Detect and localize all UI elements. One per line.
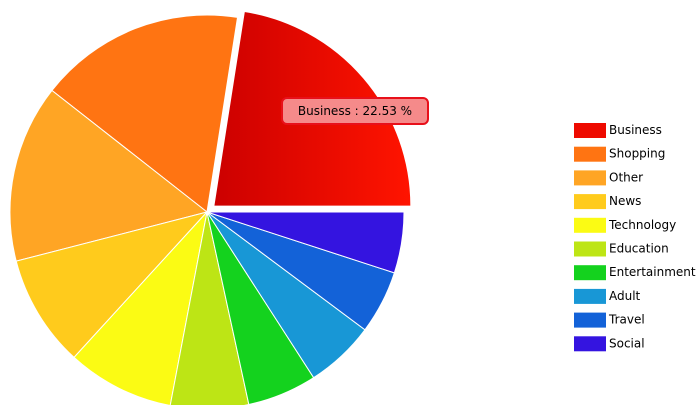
legend-swatch	[574, 217, 606, 233]
pie-slice	[15, 211, 209, 359]
legend-swatch	[574, 146, 606, 162]
pie-slice	[9, 89, 209, 262]
legend-label: Social	[609, 336, 645, 350]
legend-swatch	[574, 312, 606, 328]
legend-label: Business	[609, 123, 662, 137]
tooltip: Business : 22.53 %	[281, 97, 429, 125]
legend-label: News	[609, 194, 641, 208]
legend-swatch	[574, 170, 606, 186]
legend-swatch	[574, 241, 606, 257]
pie-slice	[206, 211, 405, 274]
legend-label: Shopping	[609, 147, 665, 161]
legend-swatch	[574, 336, 606, 352]
legend-swatch	[574, 123, 606, 138]
legend-label: Other	[609, 170, 643, 184]
legend-swatch	[574, 194, 606, 210]
pie-slice	[51, 14, 239, 213]
legend-label: Education	[609, 242, 669, 256]
legend-swatch	[574, 288, 606, 304]
tooltip-text: Business : 22.53 %	[298, 104, 412, 118]
legend-label: Travel	[608, 313, 645, 327]
legend-label: Technology	[608, 218, 676, 232]
legend-label: Entertainment	[609, 265, 696, 279]
legend-label: Adult	[609, 289, 641, 303]
tooltip-box	[281, 97, 429, 125]
legend-swatch	[574, 265, 606, 281]
